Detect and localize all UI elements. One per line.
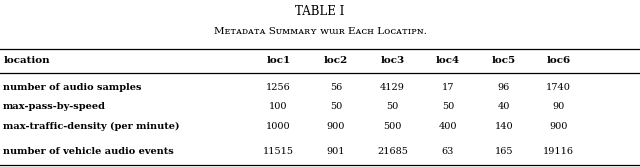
Text: 901: 901 (327, 147, 345, 156)
Text: 50: 50 (386, 102, 399, 111)
Text: 1000: 1000 (266, 122, 291, 131)
Text: loc4: loc4 (436, 56, 460, 65)
Text: number of vehicle audio events: number of vehicle audio events (3, 147, 174, 156)
Text: 63: 63 (442, 147, 454, 156)
Text: number of audio samples: number of audio samples (3, 83, 141, 92)
Text: 21685: 21685 (377, 147, 408, 156)
Text: 500: 500 (383, 122, 401, 131)
Text: 90: 90 (552, 102, 565, 111)
Text: 900: 900 (327, 122, 345, 131)
Text: 56: 56 (330, 83, 342, 92)
Text: 17: 17 (442, 83, 454, 92)
Text: max-pass-by-speed: max-pass-by-speed (3, 102, 106, 111)
Text: 50: 50 (330, 102, 342, 111)
Text: loc5: loc5 (492, 56, 516, 65)
Text: 96: 96 (497, 83, 510, 92)
Text: 4129: 4129 (380, 83, 404, 92)
Text: 165: 165 (495, 147, 513, 156)
Text: Mᴇᴛᴀᴅᴀᴛᴀ Sᴜᴍᴍᴀʀʏ ᴡɯʀ Eᴀᴄʜ Lᴏᴄᴀᴛɪᴘɴ.: Mᴇᴛᴀᴅᴀᴛᴀ Sᴜᴍᴍᴀʀʏ ᴡɯʀ Eᴀᴄʜ Lᴏᴄᴀᴛɪᴘɴ. (214, 27, 426, 36)
Text: loc3: loc3 (380, 56, 404, 65)
Text: 400: 400 (439, 122, 457, 131)
Text: 140: 140 (494, 122, 513, 131)
Text: 40: 40 (497, 102, 510, 111)
Text: loc6: loc6 (547, 56, 571, 65)
Text: 19116: 19116 (543, 147, 574, 156)
Text: 900: 900 (550, 122, 568, 131)
Text: 50: 50 (442, 102, 454, 111)
Text: max-traffic-density (per minute): max-traffic-density (per minute) (3, 122, 180, 131)
Text: loc2: loc2 (324, 56, 348, 65)
Text: 11515: 11515 (263, 147, 294, 156)
Text: TABLE I: TABLE I (295, 5, 345, 18)
Text: 1740: 1740 (547, 83, 571, 92)
Text: loc1: loc1 (266, 56, 291, 65)
Text: location: location (3, 56, 50, 65)
Text: 100: 100 (269, 102, 287, 111)
Text: 1256: 1256 (266, 83, 291, 92)
